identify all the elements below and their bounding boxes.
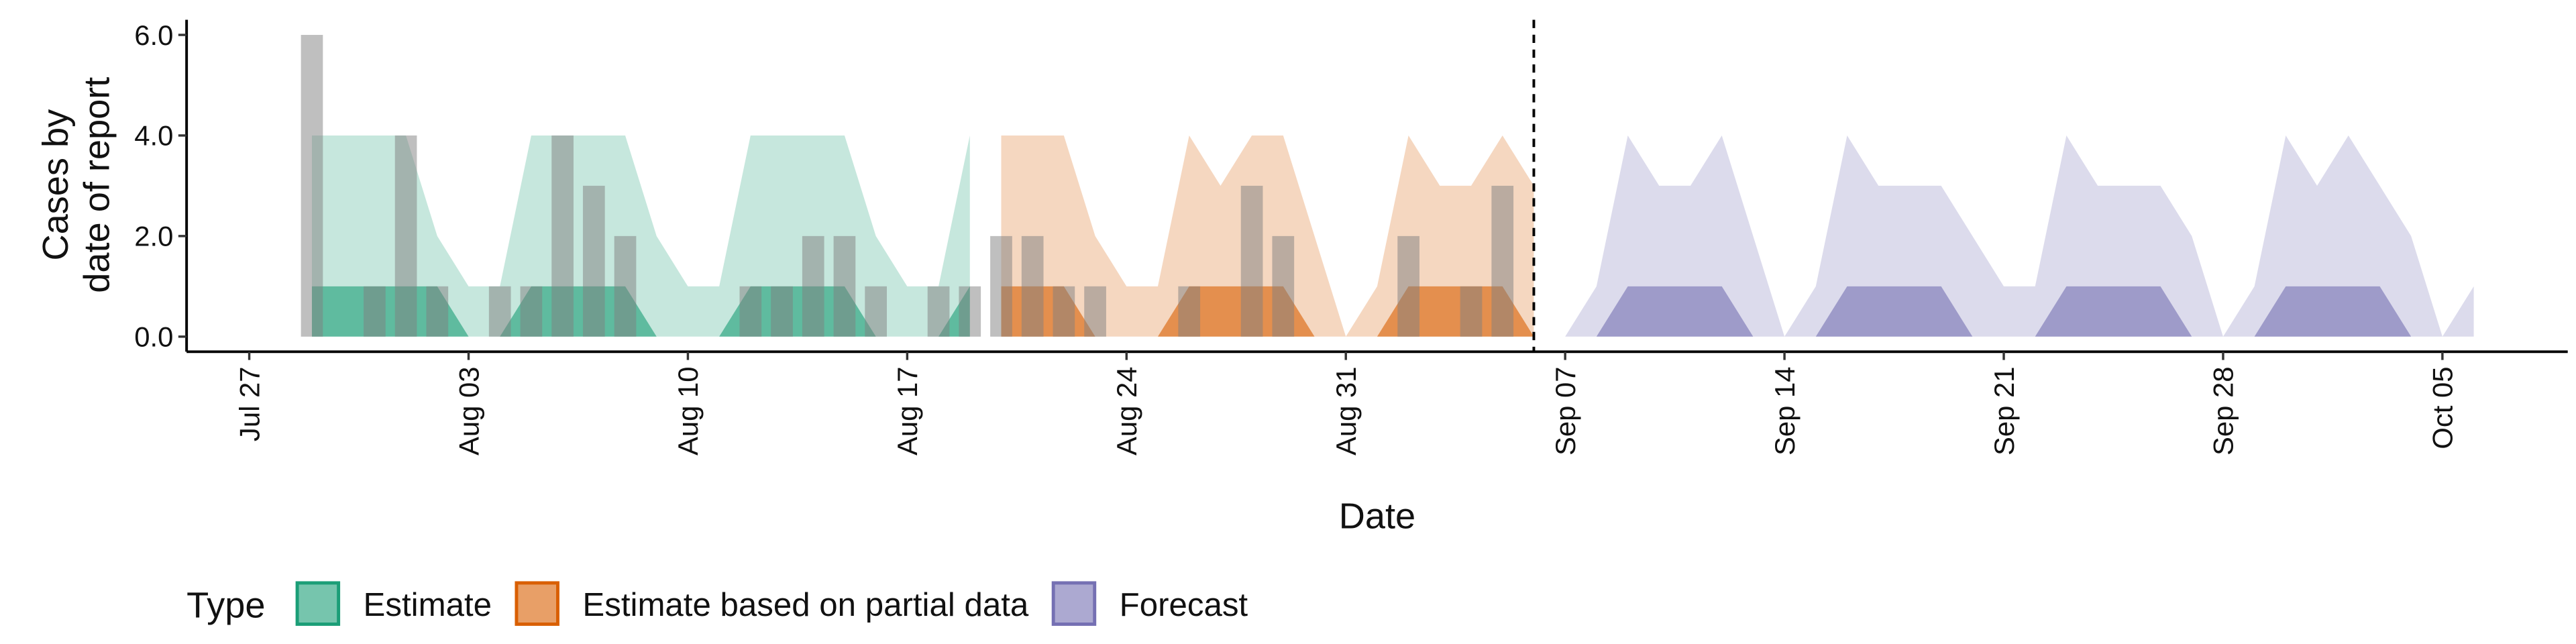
y-tick-label: 4.0 <box>134 120 173 152</box>
y-tick-label: 0.0 <box>134 321 173 353</box>
x-tick-label: Sep 07 <box>1550 366 1581 455</box>
observed-bar <box>959 286 981 337</box>
observed-bar <box>301 35 323 337</box>
observed-bar <box>865 286 887 337</box>
x-tick-label: Oct 05 <box>2427 366 2459 449</box>
observed-bar <box>1397 235 1419 337</box>
observed-bar <box>1491 185 1514 337</box>
observed-bar <box>582 185 605 337</box>
x-tick-label: Sep 28 <box>2208 366 2239 455</box>
observed-bar <box>488 286 511 337</box>
observed-bar <box>394 135 417 337</box>
observed-bar <box>1272 235 1295 337</box>
ribbon-50 <box>1565 286 2474 337</box>
legend-label: Estimate based on partial data <box>582 586 1028 623</box>
x-tick-label: Jul 27 <box>233 366 265 441</box>
observed-bar <box>1240 185 1263 337</box>
observed-bar <box>426 286 449 337</box>
observed-bar <box>833 235 856 337</box>
observed-bar <box>520 286 543 337</box>
observed-bar <box>614 235 637 337</box>
x-tick-label: Aug 31 <box>1330 366 1362 455</box>
observed-bar <box>1021 235 1044 337</box>
x-tick-label: Sep 14 <box>1769 366 1801 455</box>
observed-bar <box>771 286 793 337</box>
x-tick-label: Aug 17 <box>892 366 923 455</box>
legend-label: Forecast <box>1120 586 1248 623</box>
legend-swatch <box>295 581 341 626</box>
x-tick-label: Aug 03 <box>453 366 484 455</box>
observed-bar <box>1460 286 1483 337</box>
legend-title: Type <box>186 586 265 626</box>
x-tick-label: Sep 21 <box>1988 366 2020 455</box>
legend-label: Estimate <box>364 586 492 623</box>
observed-bar <box>1178 286 1201 337</box>
y-axis-title-line: Cases by <box>36 109 76 261</box>
x-tick-label: Aug 24 <box>1111 366 1142 455</box>
observed-bar <box>1053 286 1075 337</box>
y-tick-label: 2.0 <box>134 221 173 252</box>
y-tick-label: 6.0 <box>134 19 173 51</box>
observed-bar <box>990 235 1012 337</box>
observed-bar <box>739 286 762 337</box>
y-axis-title-line: date of report <box>76 77 117 293</box>
observed-bar <box>927 286 950 337</box>
x-axis-title: Date <box>1339 496 1415 537</box>
observed-bar <box>551 135 574 337</box>
legend-swatch <box>1051 581 1097 626</box>
observed-bar <box>364 286 386 337</box>
legend-swatch <box>515 581 559 626</box>
observed-bar <box>1084 286 1106 337</box>
observed-bar <box>802 235 824 337</box>
y-axis-title: Cases bydate of report <box>36 77 117 293</box>
x-tick-label: Aug 10 <box>672 366 704 455</box>
